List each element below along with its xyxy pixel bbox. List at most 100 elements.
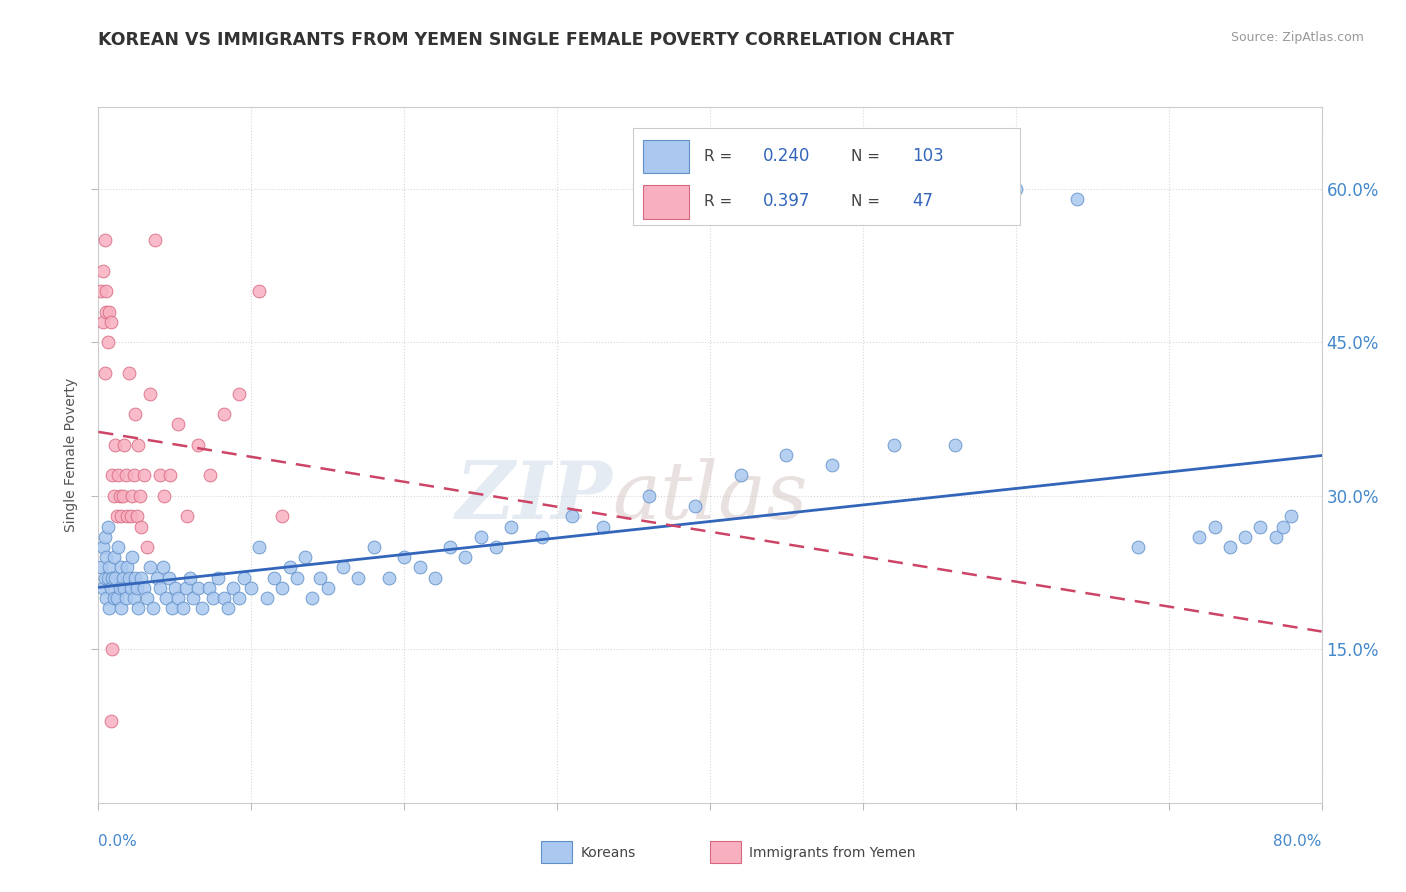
Point [530, 530, 553, 544]
Point [105, 509, 128, 524]
Point [103, 550, 125, 565]
Point [423, 571, 446, 585]
Point [93, 233, 115, 247]
Point [263, 571, 285, 585]
Point [392, 550, 416, 565]
Point [285, 571, 308, 585]
Point [278, 560, 301, 574]
Point [163, 581, 186, 595]
Text: 0.0%: 0.0% [98, 834, 138, 849]
FancyBboxPatch shape [643, 186, 689, 219]
Point [136, 540, 159, 554]
Point [181, 591, 204, 606]
Point [142, 601, 165, 615]
Point [110, 560, 132, 574]
Point [149, 581, 172, 595]
Text: R =: R = [704, 194, 737, 209]
Point [149, 468, 172, 483]
Point [107, 468, 129, 483]
Point [160, 601, 183, 615]
Point [247, 284, 270, 298]
Point [101, 468, 124, 483]
Point [256, 591, 278, 606]
Point [301, 591, 323, 606]
Point [683, 499, 706, 513]
Point [139, 560, 162, 574]
Point [222, 581, 245, 595]
Point [408, 560, 430, 574]
Point [101, 642, 124, 657]
Point [110, 509, 132, 524]
Point [103, 591, 125, 606]
Point [228, 591, 250, 606]
Point [100, 315, 122, 329]
Point [247, 540, 270, 554]
Point [637, 489, 661, 503]
Point [363, 540, 385, 554]
Point [91, 581, 114, 595]
Point [104, 571, 127, 585]
Point [179, 571, 201, 585]
Point [228, 386, 250, 401]
Point [117, 560, 139, 574]
Point [139, 386, 162, 401]
Point [134, 581, 156, 595]
Point [730, 468, 752, 483]
Point [1204, 519, 1226, 533]
Point [108, 489, 131, 503]
Point [378, 571, 401, 585]
Point [232, 571, 254, 585]
Point [97, 571, 120, 585]
Point [270, 509, 292, 524]
Point [153, 489, 176, 503]
Point [90, 560, 112, 574]
Text: 103: 103 [912, 147, 943, 165]
Point [294, 550, 316, 565]
Point [485, 540, 508, 554]
Point [94, 591, 117, 606]
Point [124, 571, 146, 585]
Point [198, 468, 221, 483]
Point [127, 601, 149, 615]
Point [115, 468, 138, 483]
Text: Koreans: Koreans [581, 846, 636, 860]
Y-axis label: Single Female Poverty: Single Female Poverty [65, 378, 79, 532]
Point [100, 581, 122, 595]
Point [309, 571, 332, 585]
Point [98, 560, 121, 574]
Point [332, 560, 354, 574]
Point [470, 530, 492, 544]
Point [202, 591, 225, 606]
Point [207, 571, 229, 585]
Point [125, 581, 148, 595]
Point [111, 571, 134, 585]
Text: ZIP: ZIP [456, 458, 612, 535]
Text: Immigrants from Yemen: Immigrants from Yemen [749, 846, 915, 860]
Point [155, 591, 177, 606]
Point [93, 530, 115, 544]
Point [91, 315, 114, 329]
Point [1128, 540, 1150, 554]
Point [240, 581, 263, 595]
Point [176, 509, 198, 524]
Point [117, 509, 139, 524]
Point [1219, 540, 1241, 554]
FancyBboxPatch shape [633, 128, 1019, 226]
Point [94, 304, 117, 318]
Point [104, 438, 127, 452]
Point [143, 233, 166, 247]
Text: 0.240: 0.240 [762, 147, 810, 165]
Point [197, 581, 219, 595]
Point [90, 284, 112, 298]
Point [1188, 530, 1211, 544]
Point [1272, 519, 1295, 533]
Point [103, 489, 125, 503]
Point [107, 540, 129, 554]
Point [167, 417, 190, 432]
Point [94, 284, 117, 298]
Text: 47: 47 [912, 193, 932, 211]
Text: 80.0%: 80.0% [1274, 834, 1322, 849]
Point [439, 540, 461, 554]
Point [347, 571, 370, 585]
Point [101, 571, 124, 585]
